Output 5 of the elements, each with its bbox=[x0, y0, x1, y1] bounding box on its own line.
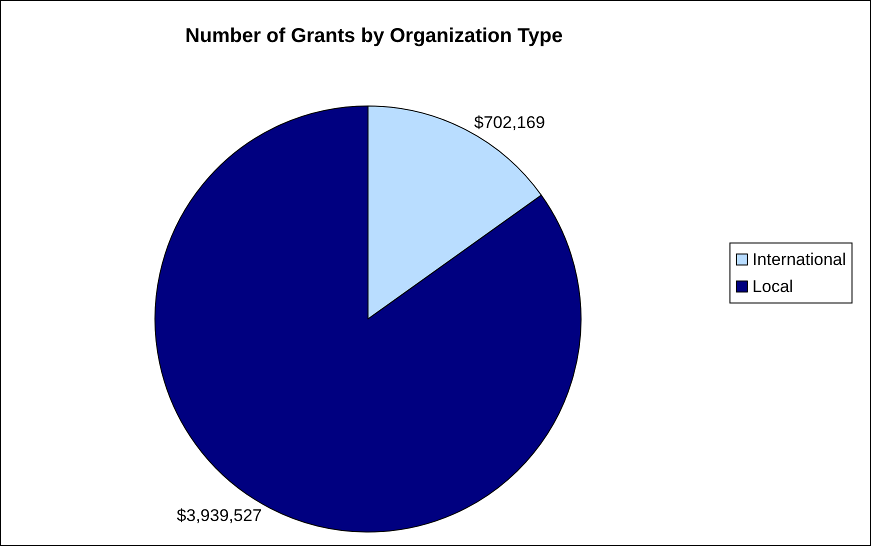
legend-label: International bbox=[752, 250, 846, 269]
legend-label: Local bbox=[752, 277, 794, 296]
chart-title: Number of Grants by Organization Type bbox=[185, 25, 563, 47]
data-label: $3,939,527 bbox=[176, 506, 262, 526]
data-label: $702,169 bbox=[474, 112, 546, 132]
